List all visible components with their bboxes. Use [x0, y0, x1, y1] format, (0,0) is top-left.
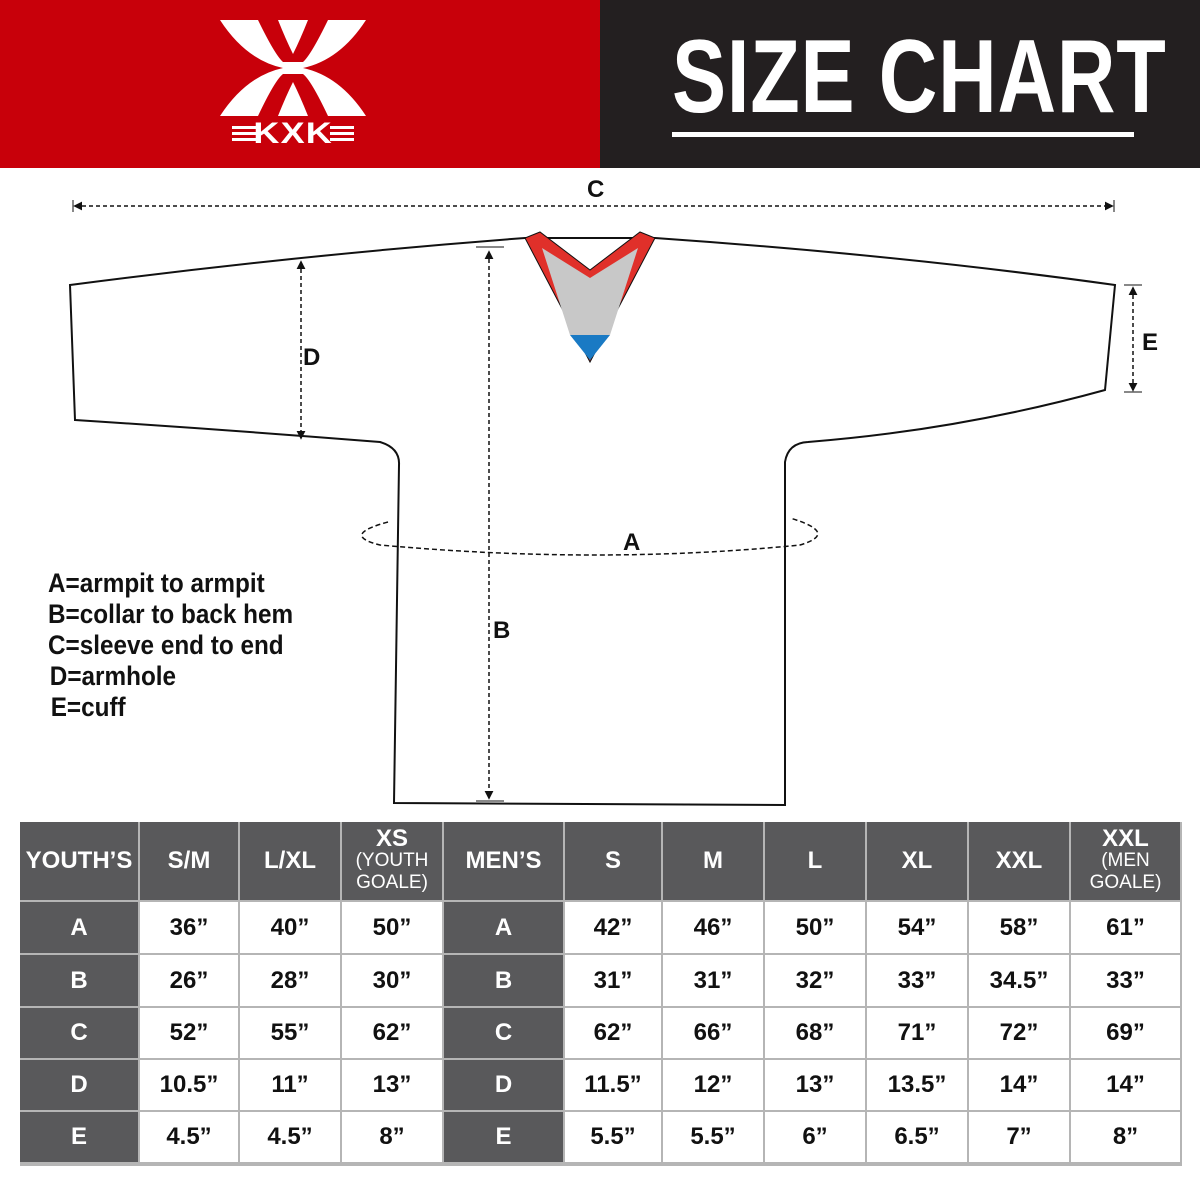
table-cell: 52” — [140, 1008, 238, 1058]
legend-item: C=sleeve end to end — [48, 630, 284, 660]
row-label: E — [444, 1112, 563, 1162]
label-d: D — [303, 344, 321, 371]
page-title: SIZE CHART — [672, 19, 1167, 135]
jersey-outline — [68, 237, 1117, 807]
men-size-header: M — [663, 822, 763, 900]
title-banner — [600, 0, 1200, 168]
table-cell: 33” — [1071, 955, 1180, 1006]
measurement-legend: A=armpit to armpit B=collar to back hem … — [48, 568, 293, 723]
table-cell: 62” — [342, 1008, 442, 1058]
youth-header: YOUTH’S — [20, 822, 138, 900]
table-cell: 72” — [969, 1008, 1069, 1058]
title-underline — [672, 132, 1134, 137]
table-cell: 6” — [765, 1112, 865, 1162]
table-cell: 61” — [1071, 902, 1180, 953]
kxk-logo-icon — [220, 20, 366, 116]
legend-item: E=cuff — [50, 692, 126, 722]
table-cell: 26” — [140, 955, 238, 1006]
table-cell: 13.5” — [867, 1060, 967, 1110]
table-cell: 13” — [342, 1060, 442, 1110]
table-cell: 6.5” — [867, 1112, 967, 1162]
table-cell: 66” — [663, 1008, 763, 1058]
youth-size-header: XS (YOUTH GOALE) — [342, 822, 442, 900]
table-cell: 55” — [240, 1008, 340, 1058]
table-cell: 4.5” — [140, 1112, 238, 1162]
row-label: C — [444, 1008, 563, 1058]
row-label: A — [20, 902, 138, 953]
table-cell: 7” — [969, 1112, 1069, 1162]
table-cell: 34.5” — [969, 955, 1069, 1006]
table-cell: 62” — [565, 1008, 661, 1058]
table-cell: 69” — [1071, 1008, 1180, 1058]
table-cell: 32” — [765, 955, 865, 1006]
row-label: D — [444, 1060, 563, 1110]
youth-size-header: L/XL — [240, 822, 340, 900]
table-cell: 42” — [565, 902, 661, 953]
table-cell: 14” — [969, 1060, 1069, 1110]
youth-size-header: S/M — [140, 822, 238, 900]
table-cell: 36” — [140, 902, 238, 953]
table-cell: 31” — [565, 955, 661, 1006]
table-cell: 33” — [867, 955, 967, 1006]
legend-item: D=armhole — [49, 661, 177, 691]
size-label-sub2: GOALE) — [356, 872, 428, 893]
table-cell: 46” — [663, 902, 763, 953]
table-cell: 31” — [663, 955, 763, 1006]
table-cell: 50” — [765, 902, 865, 953]
size-label-main: XS — [375, 825, 408, 852]
brand-banner: KXK — [0, 0, 600, 168]
men-header: MEN’S — [444, 822, 563, 900]
table-cell: 30” — [342, 955, 442, 1006]
table-cell: 11.5” — [565, 1060, 661, 1110]
table-cell: 4.5” — [240, 1112, 340, 1162]
size-label-main: XXL — [1102, 825, 1149, 852]
table-cell: 50” — [342, 902, 442, 953]
men-size-header: S — [565, 822, 661, 900]
table-cell: 8” — [1071, 1112, 1180, 1162]
label-c: C — [587, 176, 605, 203]
table-cell: 71” — [867, 1008, 967, 1058]
table-cell: 13” — [765, 1060, 865, 1110]
size-label-sub1: (MEN — [1101, 850, 1150, 871]
men-size-header: XXL (MEN GOALE) — [1071, 822, 1180, 900]
table-cell: 11” — [240, 1060, 340, 1110]
jersey-diagram — [68, 200, 1142, 807]
brand-wordmark: KXK — [220, 117, 366, 150]
row-label: B — [444, 955, 563, 1006]
men-size-header: L — [765, 822, 865, 900]
legend-item: A=armpit to armpit — [48, 568, 265, 598]
table-cell: 5.5” — [565, 1112, 661, 1162]
row-label: B — [20, 955, 138, 1006]
size-label-sub2: GOALE) — [1089, 872, 1162, 893]
table-cell: 8” — [342, 1112, 442, 1162]
legend-item: B=collar to back hem — [48, 599, 294, 629]
table-cell: 58” — [969, 902, 1069, 953]
label-a: A — [623, 529, 641, 556]
row-label: E — [20, 1112, 138, 1162]
table-cell: 5.5” — [663, 1112, 763, 1162]
table-cell: 68” — [765, 1008, 865, 1058]
men-size-header: XXL — [969, 822, 1069, 900]
row-label: C — [20, 1008, 138, 1058]
table-cell: 12” — [663, 1060, 763, 1110]
table-cell: 28” — [240, 955, 340, 1006]
men-size-header: XL — [867, 822, 967, 900]
row-label: D — [20, 1060, 138, 1110]
row-label: A — [444, 902, 563, 953]
table-cell: 10.5” — [140, 1060, 238, 1110]
table-cell: 54” — [867, 902, 967, 953]
label-b: B — [493, 617, 511, 644]
label-e: E — [1142, 329, 1159, 356]
size-label-sub1: (YOUTH — [355, 850, 429, 871]
table-cell: 14” — [1071, 1060, 1180, 1110]
table-cell: 40” — [240, 902, 340, 953]
